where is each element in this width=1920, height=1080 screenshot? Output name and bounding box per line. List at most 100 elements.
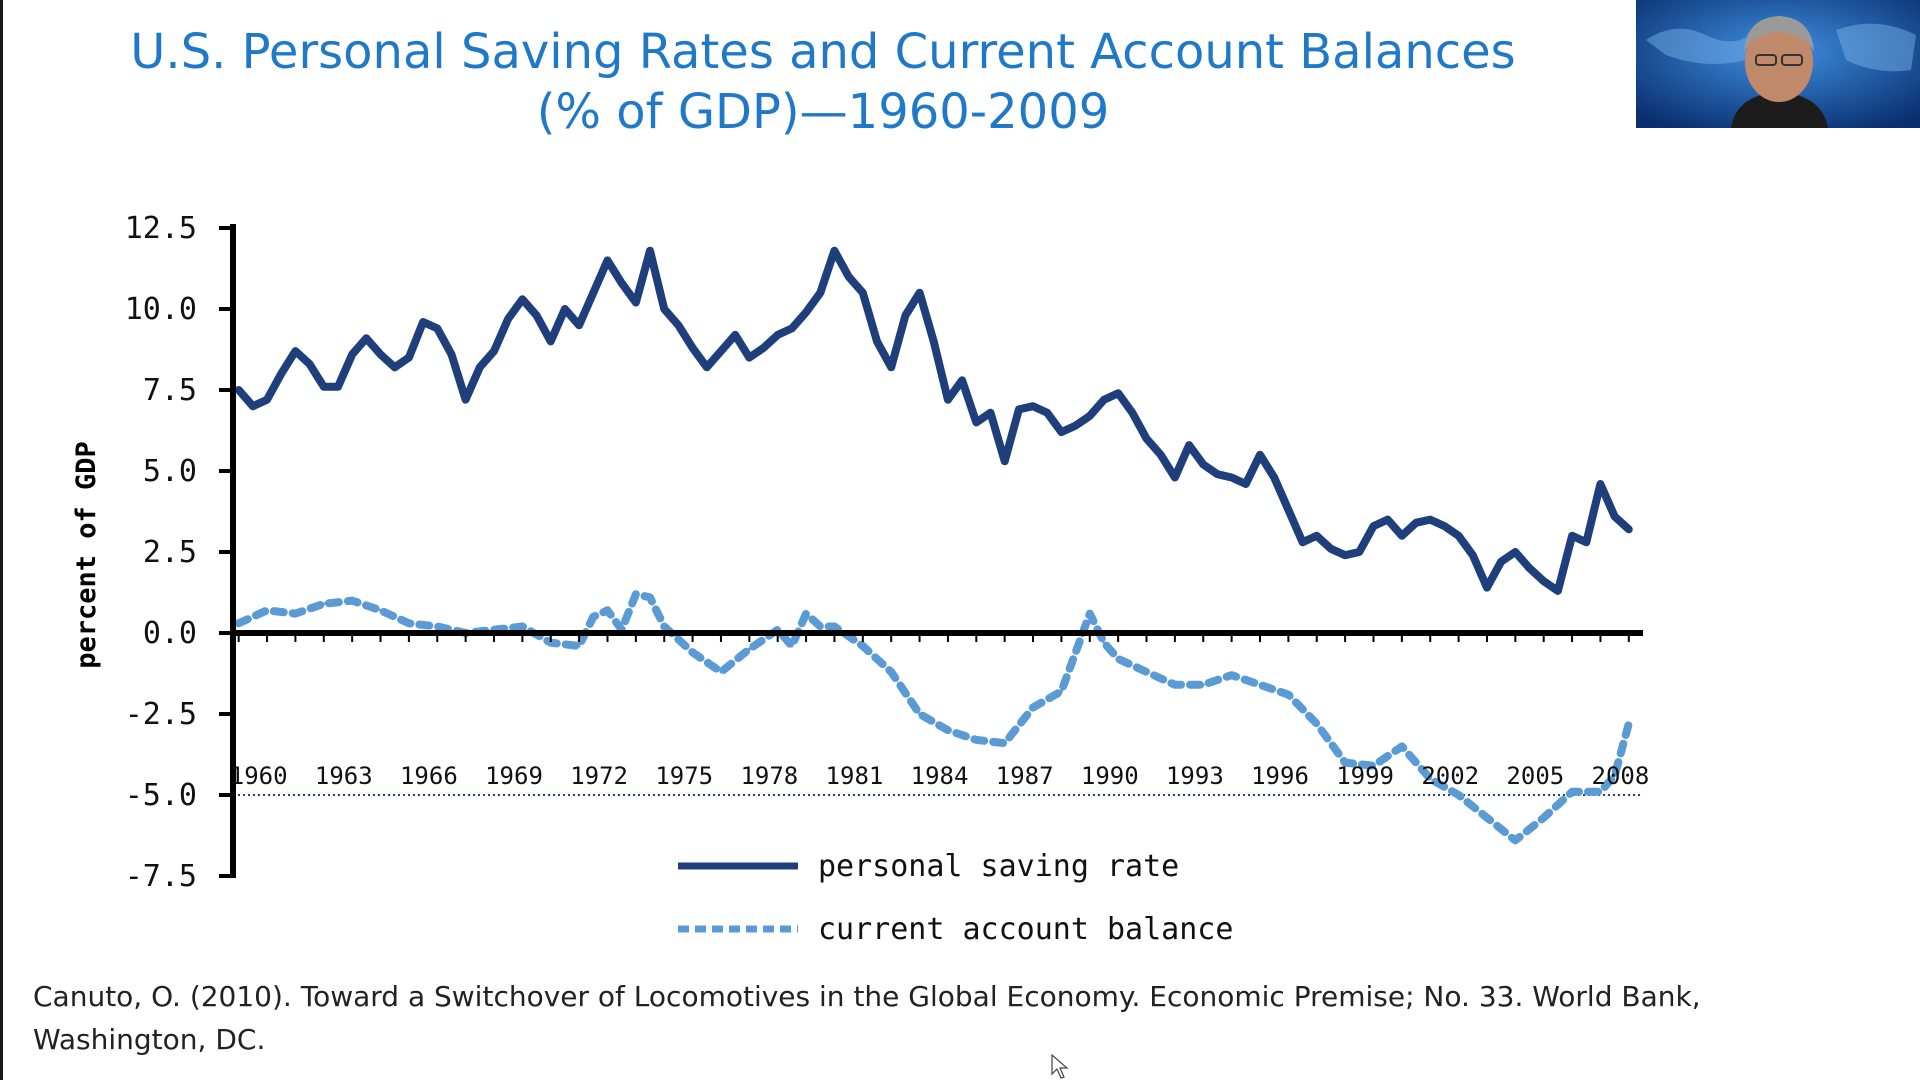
x-tick-label: 1975	[655, 762, 713, 790]
current-account-point	[1570, 790, 1574, 794]
current-account-point	[804, 612, 808, 616]
saving-rate-point	[1484, 585, 1490, 591]
current-account-point	[832, 625, 836, 628]
saving-rate-point	[1214, 471, 1220, 477]
current-account-point	[1542, 816, 1546, 820]
y-tick-label: -5.0	[125, 778, 197, 813]
current-account-point	[1230, 673, 1234, 677]
saving-rate-point	[1073, 423, 1079, 429]
saving-rate-point	[1186, 442, 1192, 448]
saving-rate-point	[831, 248, 837, 254]
saving-rate-point	[1229, 475, 1235, 480]
saving-rate-point	[1314, 533, 1320, 539]
y-axis-label: percent of GDP	[71, 441, 102, 669]
current-account-point	[1173, 683, 1177, 687]
saving-rate-point	[491, 348, 497, 354]
saving-rate-point	[789, 325, 795, 331]
saving-rate-point	[1087, 413, 1093, 419]
saving-rate-point	[746, 355, 752, 361]
current-account-point	[747, 647, 751, 651]
current-account-point	[818, 625, 822, 628]
saving-rate-point	[1427, 517, 1433, 523]
saving-rate-point	[1597, 481, 1603, 487]
saving-rate-point	[1044, 410, 1050, 416]
x-tick-label: 2002	[1421, 762, 1479, 790]
mouse-pointer-icon	[1051, 1054, 1069, 1079]
current-account-point	[1286, 693, 1290, 697]
saving-rate-point	[590, 290, 596, 296]
saving-rate-point	[449, 351, 454, 357]
citation: Canuto, O. (2010). Toward a Switchover o…	[33, 975, 1853, 1061]
current-account-point	[1428, 777, 1432, 781]
x-tick-label: 1960	[230, 762, 288, 790]
saving-rate-point	[576, 322, 582, 328]
y-tick-label: -7.5	[125, 859, 197, 894]
chart: 12.5 10.0 7.5 5.0 2.5 0.0 -2.5 -5.0 -7.5 1960 196…	[71, 211, 1650, 947]
y-tick-label: 5.0	[143, 454, 197, 489]
legend-label-saving-rate: personal saving rate	[818, 849, 1179, 884]
x-tick-label: 1990	[1081, 762, 1139, 790]
saving-rate-point	[1144, 436, 1149, 442]
saving-rate-point	[392, 364, 398, 370]
saving-rate-point	[874, 338, 880, 344]
saving-rate-point	[1512, 549, 1518, 555]
x-tick-label: 1963	[315, 762, 373, 790]
current-account-point	[606, 608, 609, 612]
saving-rate-point	[619, 280, 625, 286]
saving-rate-point	[803, 309, 809, 315]
saving-rate-point	[1172, 475, 1178, 480]
x-tick-label: 1969	[485, 762, 543, 790]
saving-rate-point	[1470, 552, 1476, 558]
saving-rate-point	[973, 419, 979, 425]
saving-rate-point	[1129, 410, 1135, 416]
saving-rate-point	[959, 377, 965, 383]
saving-rate-point	[1101, 397, 1107, 403]
current-account-point	[974, 738, 978, 742]
saving-rate-point	[761, 345, 766, 351]
saving-rate-point	[931, 338, 937, 344]
current-account-point	[265, 608, 269, 612]
saving-rate-point	[1498, 559, 1504, 565]
saving-rate-point	[1555, 588, 1561, 594]
current-account-point	[591, 615, 595, 619]
x-tick-label: 1984	[911, 762, 969, 790]
presenter-webcam	[1636, 0, 1920, 128]
saving-rate-point	[1257, 452, 1263, 458]
saving-rate-point	[846, 274, 852, 280]
current-account-point	[719, 670, 723, 674]
saving-rate-point	[477, 364, 483, 370]
saving-rate-point	[661, 306, 667, 312]
saving-rate-point	[1569, 533, 1575, 539]
current-account-point	[1116, 657, 1120, 661]
current-account-point	[350, 599, 354, 603]
current-account-point	[577, 644, 581, 648]
saving-rate-point	[534, 313, 540, 318]
current-account-point	[1343, 761, 1347, 765]
saving-rate-point	[278, 371, 284, 377]
saving-rate-point	[335, 384, 341, 390]
y-tick-label: 2.5	[143, 535, 197, 570]
saving-rate-point	[1371, 523, 1376, 529]
current-account-point	[1102, 641, 1106, 645]
current-account-point	[1457, 793, 1461, 797]
saving-rate-point	[1583, 539, 1589, 545]
saving-rate-point	[1030, 403, 1036, 409]
x-tick-label: 1999	[1336, 762, 1394, 790]
current-account-point	[1613, 774, 1617, 778]
saving-rate-line	[234, 246, 1633, 595]
y-tick-label: 0.0	[143, 616, 197, 651]
saving-rate-point	[917, 290, 923, 296]
saving-rate-point	[817, 290, 823, 296]
saving-rate-point	[321, 384, 327, 390]
saving-rate-point	[704, 364, 710, 370]
x-tick-label: 1981	[826, 762, 884, 790]
current-account-point	[662, 625, 666, 628]
saving-rate-point	[1115, 390, 1121, 396]
x-tick-label: 1978	[740, 762, 798, 790]
citation-line-2: Washington, DC.	[33, 1023, 266, 1056]
x-tick-label: 2008	[1592, 762, 1650, 790]
saving-rate-point	[902, 313, 908, 318]
saving-rate-point	[1285, 507, 1291, 513]
saving-rate-point	[1441, 523, 1447, 529]
